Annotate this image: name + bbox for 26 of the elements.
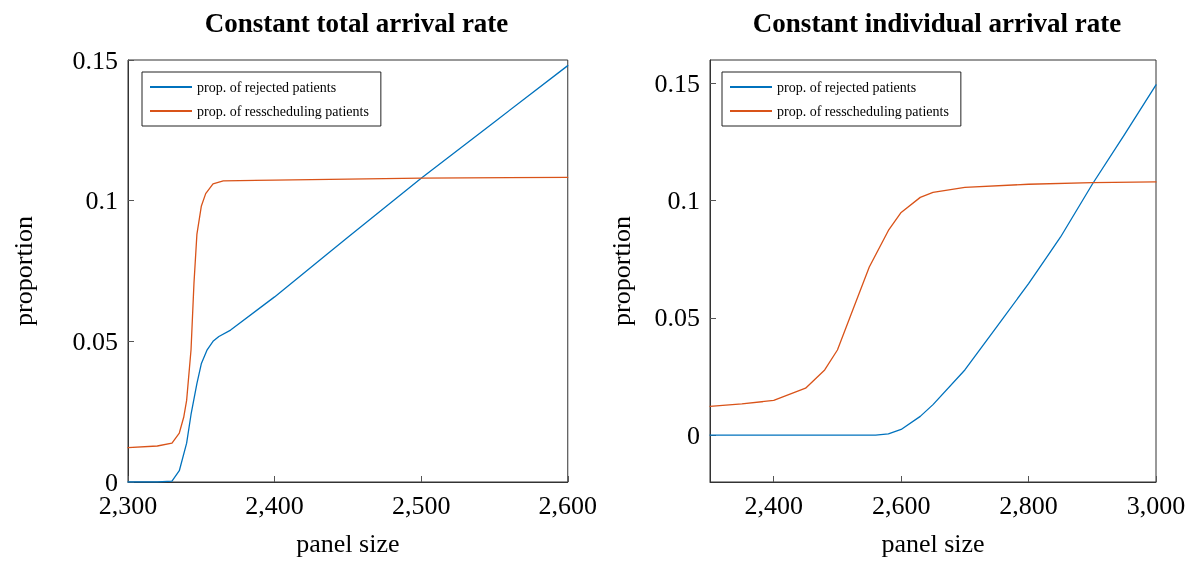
y-axis-title: proportion bbox=[8, 216, 38, 326]
legend-label: prop. of resscheduling patients bbox=[777, 103, 949, 119]
y-tick-label: 0 bbox=[687, 420, 700, 450]
y-tick-label: 0.05 bbox=[654, 303, 700, 333]
y-tick-label: 0.15 bbox=[654, 68, 700, 98]
x-tick-label: 2,400 bbox=[245, 490, 304, 520]
x-tick-label: 2,800 bbox=[999, 490, 1058, 520]
y-tick-label: 0.05 bbox=[72, 326, 118, 356]
x-axis-title: panel size bbox=[296, 528, 400, 558]
x-tick-label: 2,600 bbox=[538, 490, 597, 520]
x-tick-label: 3,000 bbox=[1126, 490, 1186, 520]
y-tick-label: 0.1 bbox=[667, 186, 700, 216]
x-axis-title: panel size bbox=[881, 528, 985, 558]
x-tick-label: 2,400 bbox=[744, 490, 803, 520]
chart-title: Constant individual arrival rate bbox=[752, 7, 1122, 38]
line-series bbox=[709, 181, 1157, 407]
legend-label: prop. of resscheduling patients bbox=[197, 103, 369, 119]
x-tick-label: 2,600 bbox=[871, 490, 931, 520]
line-series bbox=[127, 176, 569, 449]
y-tick-label: 0.1 bbox=[85, 186, 118, 216]
legend-label: prop. of rejected patients bbox=[197, 79, 337, 95]
legend-label: prop. of rejected patients bbox=[777, 79, 917, 95]
x-tick-label: 2,500 bbox=[391, 490, 451, 520]
chart-title: Constant total arrival rate bbox=[204, 7, 509, 38]
y-axis-title: proportion bbox=[606, 216, 636, 326]
y-tick-label: 0.15 bbox=[72, 45, 118, 75]
